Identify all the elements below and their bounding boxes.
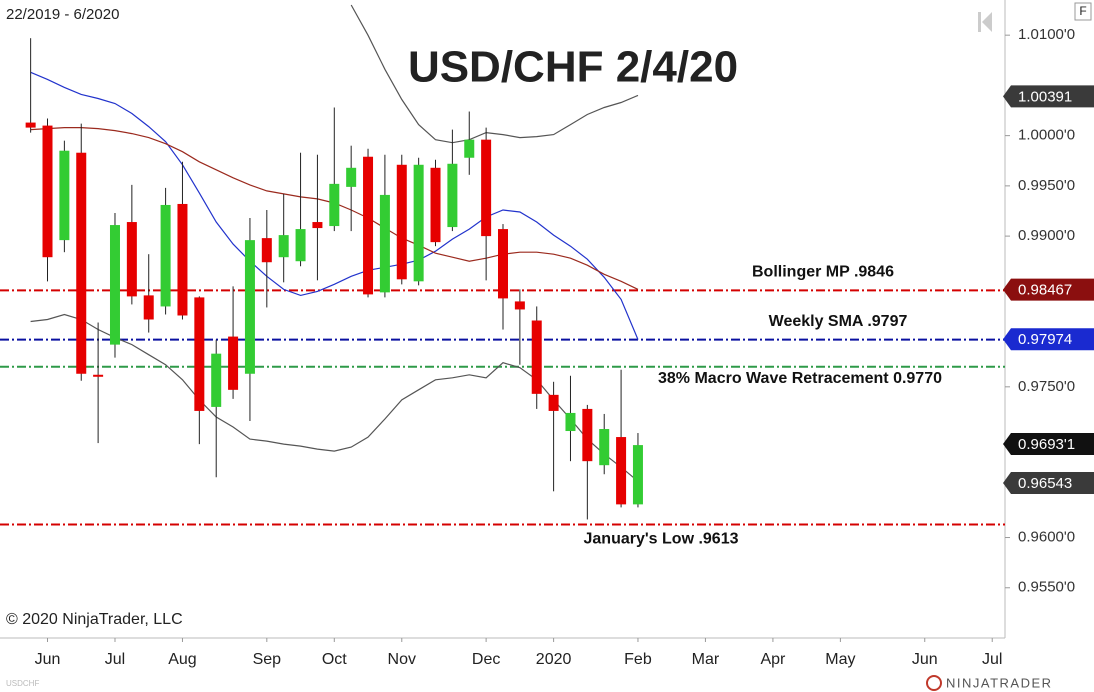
candle-body: [481, 139, 492, 237]
x-tick-label: Oct: [322, 651, 347, 668]
candle-body: [379, 194, 390, 293]
x-tick-label: Nov: [388, 651, 416, 668]
x-tick-label: 2020: [536, 651, 572, 668]
x-tick-label: Apr: [760, 651, 786, 668]
candle-body: [76, 152, 87, 374]
y-tick-label: 0.9950'0: [1018, 177, 1075, 194]
candle-body: [582, 408, 593, 462]
instrument: USDCHF: [6, 679, 39, 688]
candle-body: [464, 139, 475, 158]
candle-body: [531, 320, 542, 394]
price-marker-label: 0.97974: [1018, 331, 1072, 348]
y-tick-label: 0.9600'0: [1018, 528, 1075, 545]
x-tick-label: Jun: [35, 651, 61, 668]
candle-body: [363, 156, 374, 295]
brand: NINJATRADER: [946, 675, 1053, 690]
annotation-label: Weekly SMA .9797: [769, 313, 908, 330]
candle-body: [211, 353, 222, 407]
y-tick-label: 1.0100'0: [1018, 26, 1075, 43]
candle-body: [616, 437, 627, 505]
chart-title: USD/CHF 2/4/20: [408, 43, 738, 92]
candle-body: [548, 394, 559, 411]
candle-body: [93, 374, 104, 377]
x-tick-label: Aug: [168, 651, 196, 668]
badge: F: [1079, 4, 1086, 18]
price-marker-label: 0.9693'1: [1018, 436, 1075, 453]
candle-body: [244, 240, 255, 374]
candle-body: [413, 164, 424, 282]
candle-body: [329, 183, 340, 227]
candle-body: [160, 204, 171, 307]
x-tick-label: Dec: [472, 651, 500, 668]
candle-body: [565, 412, 576, 432]
candle-body: [59, 150, 70, 241]
price-marker: [1003, 471, 1094, 494]
price-marker-label: 1.00391: [1018, 88, 1072, 105]
date-range: 22/2019 - 6/2020: [6, 6, 119, 23]
candle-body: [346, 167, 357, 187]
candle-body: [295, 229, 306, 262]
x-tick-label: Sep: [253, 651, 282, 668]
annotation-label: January's Low .9613: [584, 531, 739, 548]
price-marker: [1003, 85, 1094, 108]
price-marker-label: 0.96543: [1018, 475, 1072, 492]
candle-body: [194, 297, 205, 411]
candle-body: [312, 222, 323, 229]
y-tick-label: 1.0000'0: [1018, 127, 1075, 144]
candle-body: [599, 429, 610, 466]
x-tick-label: Mar: [692, 651, 720, 668]
indicator-line: [350, 4, 639, 144]
candle-body: [109, 225, 120, 345]
candle-body: [278, 235, 289, 258]
x-tick-label: Jun: [912, 651, 938, 668]
y-tick-label: 0.9550'0: [1018, 579, 1075, 596]
price-marker-label: 0.98467: [1018, 282, 1072, 299]
price-marker: [1003, 328, 1094, 351]
brand-icon: [926, 675, 942, 691]
annotation-label: 38% Macro Wave Retracement 0.9770: [658, 370, 942, 387]
candle-body: [126, 222, 137, 297]
candle-body: [177, 203, 188, 316]
candle-body: [228, 336, 239, 390]
candle-body: [143, 295, 154, 320]
price-marker: [1003, 278, 1094, 301]
x-tick-label: Jul: [982, 651, 1002, 668]
badge-box: [1074, 2, 1092, 21]
x-tick-label: Jul: [105, 651, 125, 668]
candle-body: [447, 163, 458, 228]
y-tick-label: 0.9900'0: [1018, 227, 1075, 244]
candle-body: [430, 167, 441, 243]
annotation-label: Bollinger MP .9846: [752, 264, 894, 281]
price-marker: [1003, 432, 1094, 455]
x-tick-label: May: [825, 651, 855, 668]
x-tick-label: Feb: [624, 651, 652, 668]
indicator-line: [30, 71, 639, 340]
candle-body: [261, 238, 272, 263]
back-icon: [978, 12, 992, 32]
candle-body: [497, 229, 508, 299]
candle-body: [514, 301, 525, 310]
candle-body: [42, 125, 53, 258]
y-tick-label: 0.9750'0: [1018, 378, 1075, 395]
candle-body: [632, 445, 643, 505]
candle-body: [396, 164, 407, 280]
candle-body: [25, 122, 36, 128]
copyright: © 2020 NinjaTrader, LLC: [6, 611, 183, 628]
